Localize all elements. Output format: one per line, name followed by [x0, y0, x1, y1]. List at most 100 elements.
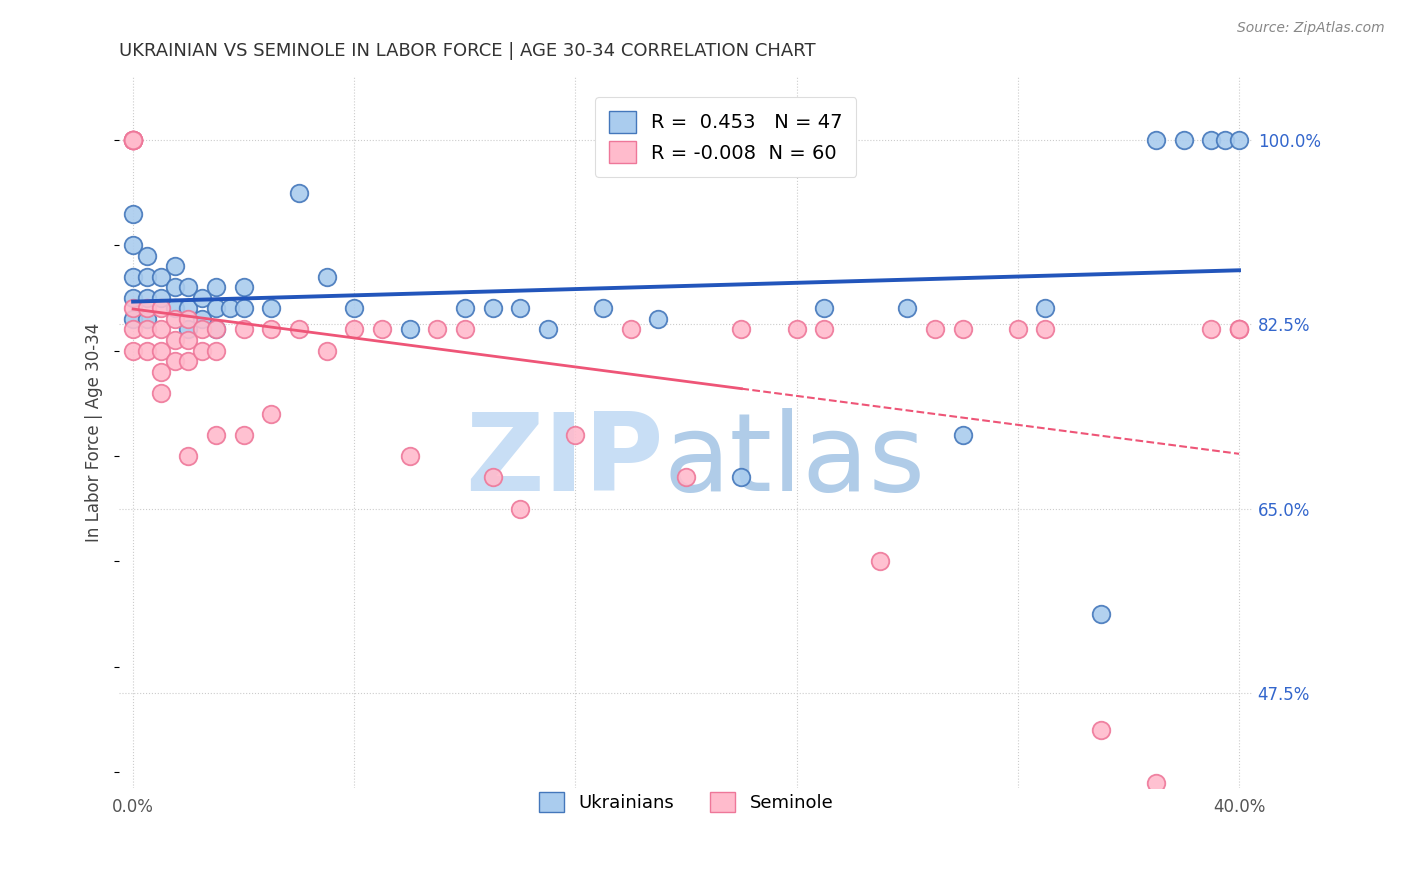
Point — [191, 291, 214, 305]
Point — [122, 133, 145, 147]
Point — [205, 322, 228, 336]
Point — [122, 133, 145, 147]
Point — [1144, 775, 1167, 789]
Point — [924, 322, 946, 336]
Point — [122, 322, 145, 336]
Point — [177, 312, 200, 326]
Point — [481, 470, 503, 484]
Point — [177, 280, 200, 294]
Point — [177, 301, 200, 316]
Point — [205, 428, 228, 442]
Point — [149, 291, 172, 305]
Point — [122, 133, 145, 147]
Point — [149, 365, 172, 379]
Point — [1227, 322, 1250, 336]
Point — [509, 301, 531, 316]
Point — [260, 301, 283, 316]
Point — [163, 260, 186, 274]
Point — [149, 322, 172, 336]
Point — [952, 322, 974, 336]
Point — [122, 291, 145, 305]
Point — [122, 238, 145, 252]
Point — [122, 312, 145, 326]
Point — [149, 301, 172, 316]
Point — [288, 322, 311, 336]
Point — [163, 301, 186, 316]
Point — [135, 312, 157, 326]
Point — [675, 470, 697, 484]
Y-axis label: In Labor Force | Age 30-34: In Labor Force | Age 30-34 — [86, 323, 103, 541]
Point — [177, 354, 200, 368]
Text: atlas: atlas — [664, 408, 925, 514]
Point — [1144, 133, 1167, 147]
Point — [232, 301, 254, 316]
Point — [315, 269, 337, 284]
Point — [1173, 133, 1195, 147]
Point — [288, 186, 311, 200]
Point — [1007, 322, 1029, 336]
Point — [135, 301, 157, 316]
Point — [135, 249, 157, 263]
Text: ZIP: ZIP — [465, 408, 664, 514]
Point — [135, 291, 157, 305]
Point — [191, 312, 214, 326]
Point — [135, 343, 157, 358]
Point — [135, 322, 157, 336]
Point — [1035, 322, 1057, 336]
Point — [177, 333, 200, 347]
Point — [205, 280, 228, 294]
Point — [122, 133, 145, 147]
Point — [1035, 301, 1057, 316]
Point — [205, 322, 228, 336]
Point — [1227, 133, 1250, 147]
Point — [177, 322, 200, 336]
Point — [537, 322, 560, 336]
Point — [163, 280, 186, 294]
Point — [564, 428, 586, 442]
Point — [191, 343, 214, 358]
Point — [232, 280, 254, 294]
Point — [122, 133, 145, 147]
Point — [730, 322, 752, 336]
Point — [205, 343, 228, 358]
Point — [149, 269, 172, 284]
Point — [177, 449, 200, 463]
Point — [1201, 322, 1223, 336]
Point — [454, 322, 477, 336]
Point — [952, 428, 974, 442]
Point — [260, 322, 283, 336]
Point — [1227, 322, 1250, 336]
Point — [371, 322, 394, 336]
Point — [232, 428, 254, 442]
Text: UKRAINIAN VS SEMINOLE IN LABOR FORCE | AGE 30-34 CORRELATION CHART: UKRAINIAN VS SEMINOLE IN LABOR FORCE | A… — [120, 42, 815, 60]
Point — [122, 133, 145, 147]
Point — [218, 301, 240, 316]
Point — [1090, 723, 1112, 737]
Point — [122, 133, 145, 147]
Point — [1201, 133, 1223, 147]
Point — [481, 301, 503, 316]
Point — [191, 322, 214, 336]
Point — [163, 333, 186, 347]
Point — [343, 301, 366, 316]
Point — [122, 206, 145, 220]
Point — [592, 301, 614, 316]
Point — [205, 301, 228, 316]
Point — [869, 554, 891, 568]
Point — [1213, 133, 1236, 147]
Point — [398, 449, 420, 463]
Point — [149, 343, 172, 358]
Point — [509, 501, 531, 516]
Point — [1090, 607, 1112, 621]
Text: Source: ZipAtlas.com: Source: ZipAtlas.com — [1237, 21, 1385, 35]
Point — [730, 470, 752, 484]
Point — [260, 407, 283, 421]
Point — [896, 301, 918, 316]
Point — [813, 322, 835, 336]
Point — [343, 322, 366, 336]
Point — [163, 312, 186, 326]
Point — [135, 269, 157, 284]
Point — [454, 301, 477, 316]
Point — [232, 322, 254, 336]
Point — [398, 322, 420, 336]
